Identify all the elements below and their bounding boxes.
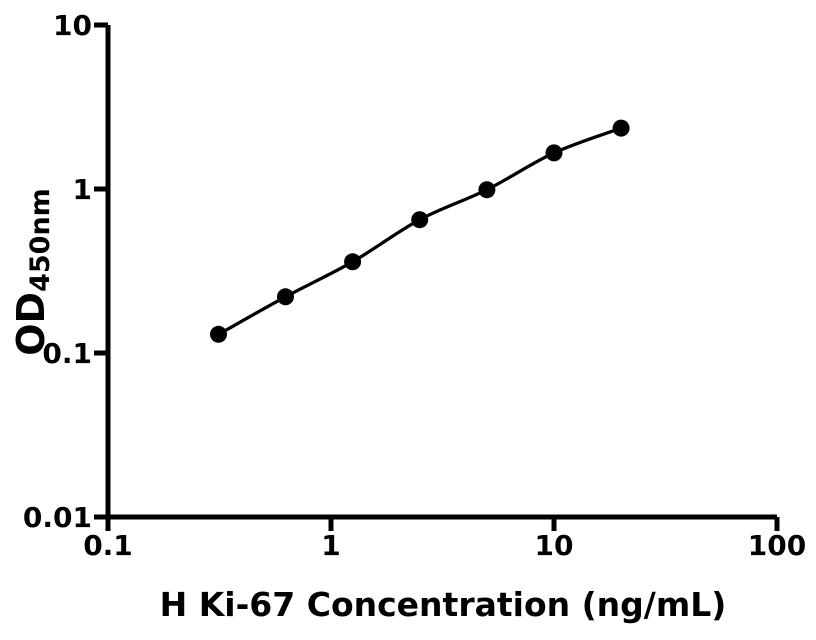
y-tick-label: 0.01 (23, 501, 92, 534)
y-axis-title-subscript: 450nm (25, 188, 56, 292)
x-axis-title: H Ki-67 Concentration (ng/mL) (160, 585, 727, 624)
data-point (478, 181, 496, 199)
y-axis-title-main: OD (9, 292, 53, 356)
x-tick-label: 10 (535, 529, 574, 562)
x-tick-label: 0.1 (83, 529, 133, 562)
data-point (411, 211, 429, 229)
series-group (210, 119, 630, 343)
y-tick-label: 10 (53, 9, 92, 42)
data-point (612, 119, 630, 137)
y-tick-label: 0.1 (42, 337, 92, 370)
y-axis-title: OD450nm (9, 188, 56, 356)
x-tick-label: 100 (748, 529, 806, 562)
data-point (545, 144, 563, 162)
series-line (217, 126, 622, 336)
axes (94, 22, 780, 531)
data-point (277, 288, 294, 306)
y-tick-label: 1 (73, 173, 92, 206)
data-point (344, 253, 362, 271)
data-series (210, 119, 630, 343)
data-point (210, 325, 227, 343)
x-tick-label: 1 (321, 529, 340, 562)
